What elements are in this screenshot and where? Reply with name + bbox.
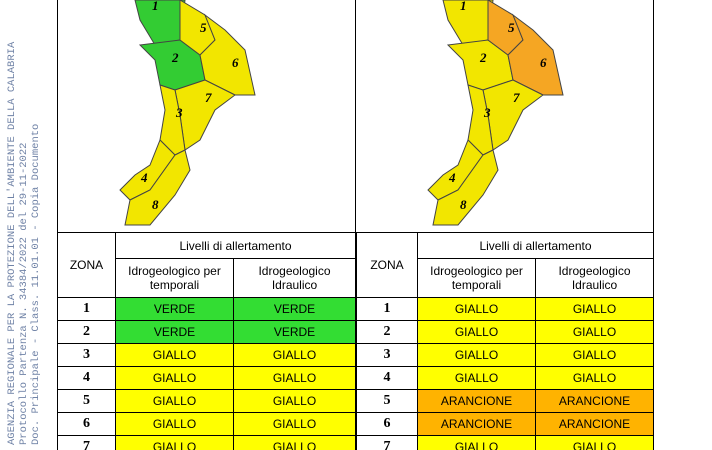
zone-label: 6 xyxy=(540,55,547,70)
level-cell: GIALLO xyxy=(417,320,536,344)
level-cell: GIALLO xyxy=(233,366,356,390)
level-cell: GIALLO xyxy=(535,343,654,367)
level-cell: GIALLO xyxy=(233,389,356,413)
level-cell: GIALLO xyxy=(417,297,536,321)
level-cell: ARANCIONE xyxy=(417,412,536,436)
zone-cell: 7 xyxy=(356,435,418,450)
zone-label: 4 xyxy=(448,170,456,185)
level-cell: VERDE xyxy=(115,297,234,321)
level-cell: GIALLO xyxy=(115,366,234,390)
zone-cell: 1 xyxy=(57,297,116,321)
level-cell: ARANCIONE xyxy=(417,389,536,413)
zone-label: 5 xyxy=(200,20,207,35)
level-cell: ARANCIONE xyxy=(535,389,654,413)
zone-label: 8 xyxy=(152,197,159,212)
level-cell: GIALLO xyxy=(535,320,654,344)
level-cell: GIALLO xyxy=(115,389,234,413)
zone-cell: 5 xyxy=(356,389,418,413)
level-cell: GIALLO xyxy=(115,435,234,450)
zone xyxy=(124,149,191,226)
level-cell: GIALLO xyxy=(115,343,234,367)
column-header: Idrogeologico Idraulico xyxy=(535,258,654,298)
zone-label: 3 xyxy=(175,105,183,120)
level-cell: GIALLO xyxy=(233,343,356,367)
zone-label: 2 xyxy=(171,50,179,65)
zone-label: 1 xyxy=(152,0,159,13)
map: 1 2 5 6 7 3 48 xyxy=(119,0,256,226)
group-header: Livelli di allertamento xyxy=(417,232,654,259)
column-header: Idrogeologico per temporali xyxy=(417,258,536,298)
level-cell: VERDE xyxy=(115,320,234,344)
zone-cell: 1 xyxy=(356,297,418,321)
column-header: Idrogeologico per temporali xyxy=(115,258,234,298)
panel-border xyxy=(653,0,654,232)
zone-cell: 5 xyxy=(57,389,116,413)
zone-cell: 2 xyxy=(356,320,418,344)
zone-label: 5 xyxy=(508,20,515,35)
zone xyxy=(442,0,494,46)
zone-cell: 6 xyxy=(356,412,418,436)
watermark: Protocollo Partenza N. 34384/2022 del 29… xyxy=(18,143,30,445)
level-cell: GIALLO xyxy=(417,343,536,367)
column-header: Idrogeologico Idraulico xyxy=(233,258,356,298)
zone-cell: 3 xyxy=(57,343,116,367)
watermark: AGENZIA REGIONALE PER LA PROTEZIONE DELL… xyxy=(6,41,18,445)
zone-header: ZONA xyxy=(356,232,418,298)
panel-border xyxy=(355,0,356,232)
zone-cell: 4 xyxy=(356,366,418,390)
group-header: Livelli di allertamento xyxy=(115,232,356,259)
zone-cell: 6 xyxy=(57,412,116,436)
level-cell: GIALLO xyxy=(233,412,356,436)
zone-label: 1 xyxy=(460,0,467,13)
zone-label: 4 xyxy=(140,170,148,185)
zone-label: 7 xyxy=(513,90,520,105)
map: 1 2 5 6 7 3 48 xyxy=(427,0,564,226)
zone-cell: 7 xyxy=(57,435,116,450)
level-cell: GIALLO xyxy=(535,435,654,450)
zone-cell: 3 xyxy=(356,343,418,367)
level-cell: GIALLO xyxy=(115,412,234,436)
level-cell: GIALLO xyxy=(535,297,654,321)
zone-cell: 2 xyxy=(57,320,116,344)
zone-cell: 4 xyxy=(57,366,116,390)
zone-label: 3 xyxy=(483,105,491,120)
zone-header: ZONA xyxy=(57,232,116,298)
level-cell: GIALLO xyxy=(233,435,356,450)
zone xyxy=(432,149,499,226)
level-cell: GIALLO xyxy=(535,366,654,390)
zone-label: 6 xyxy=(232,55,239,70)
level-cell: ARANCIONE xyxy=(535,412,654,436)
zone xyxy=(134,0,186,46)
watermark: Doc. Principale - Class. 11.01.01 - Copi… xyxy=(30,124,42,445)
zone-label: 7 xyxy=(205,90,212,105)
level-cell: VERDE xyxy=(233,297,356,321)
level-cell: GIALLO xyxy=(417,435,536,450)
zone-label: 2 xyxy=(479,50,487,65)
level-cell: GIALLO xyxy=(417,366,536,390)
level-cell: VERDE xyxy=(233,320,356,344)
zone-label: 8 xyxy=(460,197,467,212)
panel-border xyxy=(57,0,58,232)
